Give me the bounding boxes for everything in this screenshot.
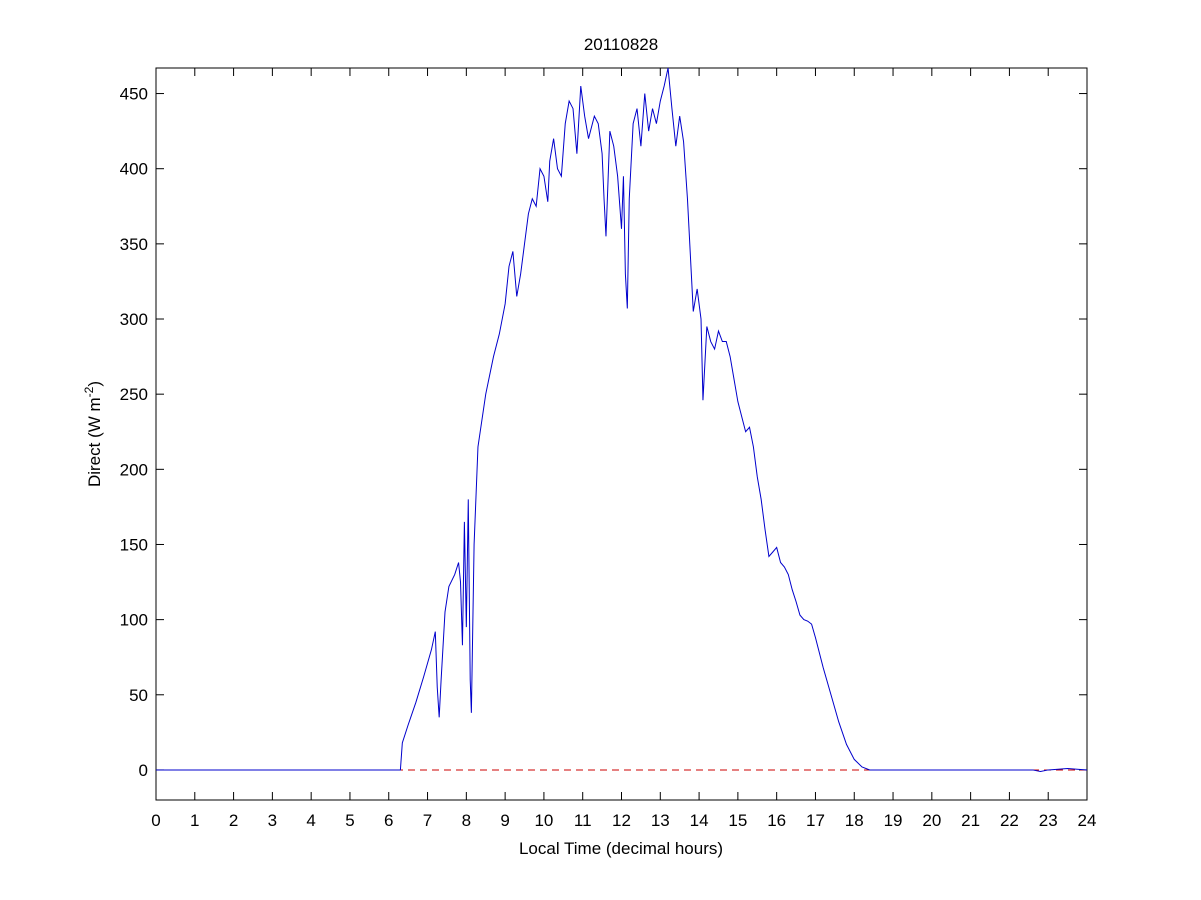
x-tick-label: 2 (229, 811, 238, 830)
x-tick-label: 10 (534, 811, 553, 830)
x-tick-label: 0 (151, 811, 160, 830)
y-axis-label: Direct (W m-2) (82, 381, 104, 487)
y-tick-label: 150 (120, 535, 148, 554)
x-tick-label: 4 (306, 811, 315, 830)
x-tick-label: 23 (1039, 811, 1058, 830)
x-tick-label: 19 (884, 811, 903, 830)
y-tick-label: 100 (120, 611, 148, 630)
x-tick-label: 16 (767, 811, 786, 830)
plot-area (155, 67, 1088, 801)
y-axis-label-superscript: -2 (82, 386, 96, 397)
x-tick-label: 24 (1078, 811, 1097, 830)
y-tick-label: 400 (120, 160, 148, 179)
data-line (156, 67, 1088, 772)
y-tick-label: 0 (139, 761, 148, 780)
x-tick-label: 12 (612, 811, 631, 830)
y-tick-label: 450 (120, 85, 148, 104)
y-tick-label: 250 (120, 385, 148, 404)
x-tick-label: 17 (806, 811, 825, 830)
y-tick-label: 50 (129, 686, 148, 705)
y-tick-label: 300 (120, 310, 148, 329)
x-tick-label: 21 (961, 811, 980, 830)
x-tick-label: 7 (423, 811, 432, 830)
x-tick-label: 6 (384, 811, 393, 830)
x-tick-label: 22 (1000, 811, 1019, 830)
x-tick-label: 13 (651, 811, 670, 830)
y-tick-label: 200 (120, 460, 148, 479)
x-tick-label: 15 (728, 811, 747, 830)
x-tick-label: 9 (500, 811, 509, 830)
x-tick-label: 1 (190, 811, 199, 830)
y-axis-label-suffix: ) (85, 381, 104, 387)
y-tick-label: 350 (120, 235, 148, 254)
x-tick-label: 14 (690, 811, 709, 830)
x-tick-label: 8 (462, 811, 471, 830)
x-tick-label: 20 (922, 811, 941, 830)
x-tick-label: 11 (574, 811, 592, 830)
y-axis-label-main: Direct (W m (85, 397, 104, 487)
x-tick-label: 5 (345, 811, 354, 830)
chart-title: 20110828 (584, 35, 658, 54)
x-axis-label: Local Time (decimal hours) (519, 839, 723, 858)
x-tick-label: 3 (268, 811, 277, 830)
x-tick-label: 18 (845, 811, 864, 830)
